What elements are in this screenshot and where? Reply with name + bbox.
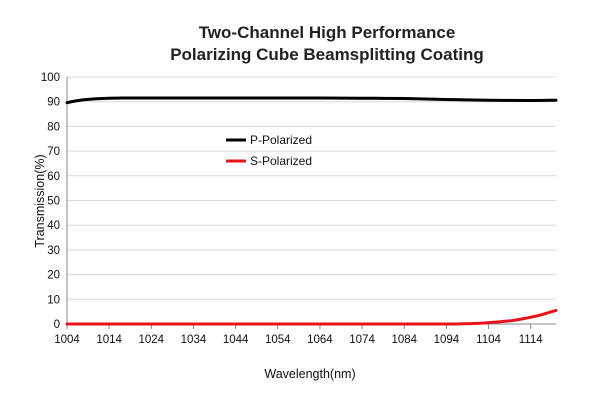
gridlines	[67, 76, 556, 300]
y-tick-label: 0	[54, 319, 60, 331]
y-tick-label: 70	[47, 146, 60, 158]
y-tick-label: 90	[47, 97, 60, 109]
chart-title: Two-Channel High Performance Polarizing …	[170, 23, 484, 64]
legend-label-p-polarized: P-Polarized	[250, 133, 312, 147]
x-tick-label: 1044	[223, 334, 249, 346]
x-tick-label: 1084	[391, 334, 417, 346]
y-tick-label: 20	[47, 270, 60, 282]
axes	[66, 77, 556, 329]
series-lines	[65, 96, 558, 326]
x-tick-label: 1054	[265, 334, 291, 346]
series-line-s-polarized	[65, 308, 558, 326]
x-tick-label: 1114	[519, 334, 543, 346]
x-tick-label: 1074	[349, 334, 375, 346]
y-tick-label: 10	[47, 294, 60, 306]
x-tick-label: 1094	[434, 334, 460, 346]
y-tick-label: 80	[47, 121, 60, 133]
legend: P-Polarized S-Polarized	[226, 133, 312, 168]
chart-title-line-2: Polarizing Cube Beamsplitting Coating	[170, 45, 484, 64]
x-axis-label: Wavelength(nm)	[264, 367, 355, 381]
chart-title-line-1: Two-Channel High Performance	[199, 23, 456, 42]
y-tick-label: 50	[47, 196, 60, 208]
x-tick-label: 1064	[307, 334, 333, 346]
x-tick-label: 1104	[476, 334, 501, 346]
y-tick-labels: 0 10 20 30 40 50 60 70 80 90 100	[41, 72, 60, 331]
y-tick-label: 30	[47, 245, 60, 257]
y-tick-label: 40	[47, 220, 60, 232]
x-tick-label: 1034	[181, 334, 207, 346]
legend-label-s-polarized: S-Polarized	[250, 154, 312, 168]
y-axis-label: Transmission(%)	[33, 154, 47, 247]
x-tick-labels: 1004 1014 1024 1034 1044 1054 1064 1074 1084 1094…	[54, 334, 543, 346]
series-line-p-polarized	[65, 96, 558, 105]
y-tick-label: 60	[47, 171, 60, 183]
x-tick-label: 1024	[139, 334, 165, 346]
x-tick-label: 1014	[96, 334, 122, 346]
y-tick-label: 100	[41, 72, 60, 84]
x-tick-label: 1004	[54, 334, 80, 346]
